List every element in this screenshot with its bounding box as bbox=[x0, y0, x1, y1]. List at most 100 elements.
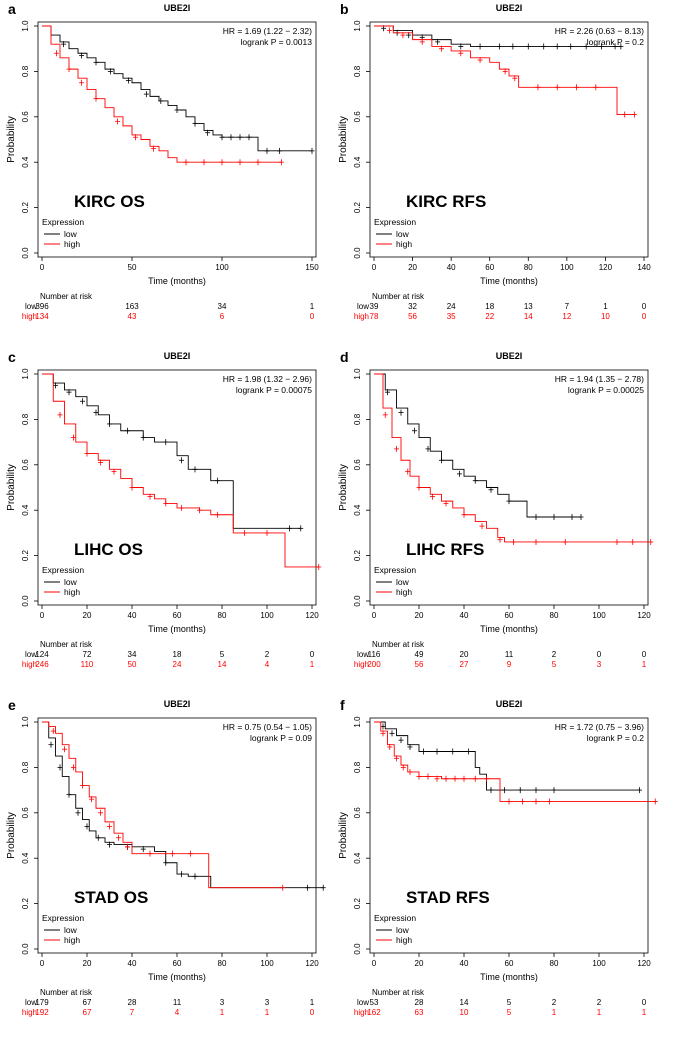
risk-row-label-low: low bbox=[25, 650, 37, 659]
y-tick-label: 1.0 bbox=[21, 716, 30, 728]
y-tick-label: 0.2 bbox=[21, 549, 30, 561]
risk-count: 22 bbox=[485, 312, 494, 321]
y-axis-label: Probability bbox=[338, 116, 349, 163]
risk-count: 9 bbox=[507, 660, 512, 669]
risk-count: 14 bbox=[524, 312, 533, 321]
y-tick-label: 0.4 bbox=[353, 852, 362, 864]
risk-count: 24 bbox=[447, 302, 456, 311]
x-tick-label: 40 bbox=[460, 611, 469, 620]
y-axis-label: Probability bbox=[6, 464, 17, 511]
risk-table-header: Number at risk bbox=[40, 292, 93, 301]
panel-letter: f bbox=[340, 697, 345, 713]
risk-row-label-low: low bbox=[357, 998, 369, 1007]
risk-table-header: Number at risk bbox=[40, 640, 93, 649]
risk-count: 53 bbox=[370, 998, 379, 1007]
risk-count: 67 bbox=[83, 1008, 92, 1017]
km-panel-b: b UBE2I 0.0 0.2 0.4 0.6 0.8 1.0 Probability 0 20 40… bbox=[338, 1, 651, 321]
x-tick-label: 20 bbox=[415, 611, 424, 620]
legend-label-high: high bbox=[396, 239, 412, 249]
risk-count: 5 bbox=[552, 660, 557, 669]
legend-label-high: high bbox=[64, 239, 80, 249]
y-tick-label: 0.8 bbox=[353, 761, 362, 773]
panel-letter: c bbox=[8, 349, 16, 365]
panel-letter: d bbox=[340, 349, 349, 365]
legend-label-low: low bbox=[64, 925, 78, 935]
risk-row-label-low: low bbox=[25, 302, 37, 311]
legend-title: Expression bbox=[42, 217, 84, 227]
y-tick-label: 0.6 bbox=[353, 111, 362, 123]
hazard-ratio-text: HR = 1.98 (1.32 − 2.96) bbox=[223, 374, 312, 384]
logrank-p-text: logrank P = 0.2 bbox=[587, 733, 645, 743]
x-axis-label: Time (months) bbox=[480, 624, 538, 634]
risk-count: 7 bbox=[130, 1008, 135, 1017]
y-tick-label: 0.2 bbox=[353, 549, 362, 561]
logrank-p-text: logrank P = 0.2 bbox=[587, 37, 645, 47]
logrank-p-text: logrank P = 0.00025 bbox=[568, 385, 644, 395]
risk-count: 14 bbox=[460, 998, 469, 1007]
y-tick-label: 0.0 bbox=[21, 943, 30, 955]
plot-frame bbox=[37, 21, 317, 258]
y-axis-label: Probability bbox=[6, 812, 17, 859]
risk-count: 14 bbox=[218, 660, 227, 669]
survival-curve-high bbox=[374, 25, 635, 115]
x-tick-label: 120 bbox=[637, 611, 651, 620]
x-tick-label: 80 bbox=[550, 611, 559, 620]
logrank-p-text: logrank P = 0.09 bbox=[250, 733, 312, 743]
y-tick-label: 1.0 bbox=[21, 20, 30, 32]
risk-count: 0 bbox=[642, 650, 647, 659]
x-tick-label: 120 bbox=[305, 611, 319, 620]
risk-count: 24 bbox=[173, 660, 182, 669]
risk-count: 179 bbox=[35, 998, 49, 1007]
survival-curve-high bbox=[374, 373, 651, 543]
risk-count: 13 bbox=[524, 302, 533, 311]
x-tick-label: 120 bbox=[305, 959, 319, 968]
survival-curve-high bbox=[42, 373, 319, 568]
risk-count: 56 bbox=[415, 660, 424, 669]
y-tick-label: 0.8 bbox=[21, 761, 30, 773]
x-tick-label: 20 bbox=[415, 959, 424, 968]
risk-count: 3 bbox=[597, 660, 602, 669]
risk-row-label-high: high bbox=[22, 1008, 37, 1017]
legend-label-high: high bbox=[396, 587, 412, 597]
y-tick-label: 0.4 bbox=[353, 504, 362, 516]
x-tick-label: 20 bbox=[83, 959, 92, 968]
risk-table-header: Number at risk bbox=[372, 292, 425, 301]
risk-row-label-low: low bbox=[357, 302, 369, 311]
risk-count: 2 bbox=[552, 998, 557, 1007]
risk-count: 5 bbox=[507, 998, 512, 1007]
risk-count: 63 bbox=[415, 1008, 424, 1017]
legend-label-low: low bbox=[64, 577, 78, 587]
survival-curve-low bbox=[42, 25, 312, 152]
risk-count: 0 bbox=[597, 650, 602, 659]
risk-count: 34 bbox=[218, 302, 227, 311]
risk-count: 20 bbox=[460, 650, 469, 659]
x-tick-label: 100 bbox=[592, 959, 606, 968]
legend-title: Expression bbox=[42, 565, 84, 575]
hazard-ratio-text: HR = 1.72 (0.75 − 3.96) bbox=[555, 722, 644, 732]
legend-title: Expression bbox=[374, 217, 416, 227]
cohort-label: STAD OS bbox=[74, 888, 148, 907]
x-tick-label: 60 bbox=[173, 611, 182, 620]
risk-count: 1 bbox=[603, 302, 608, 311]
legend-label-low: low bbox=[396, 925, 410, 935]
risk-count: 1 bbox=[552, 1008, 557, 1017]
risk-count: 0 bbox=[642, 312, 647, 321]
y-tick-label: 0.6 bbox=[353, 459, 362, 471]
x-tick-label: 60 bbox=[505, 959, 514, 968]
x-tick-label: 60 bbox=[505, 611, 514, 620]
risk-count: 110 bbox=[81, 660, 94, 669]
x-tick-label: 80 bbox=[218, 611, 227, 620]
y-tick-label: 0.6 bbox=[21, 459, 30, 471]
risk-count: 134 bbox=[35, 312, 49, 321]
risk-count: 6 bbox=[220, 312, 225, 321]
risk-row-label-high: high bbox=[354, 1008, 369, 1017]
x-tick-label: 150 bbox=[305, 263, 319, 272]
x-tick-label: 100 bbox=[260, 611, 274, 620]
x-axis-label: Time (months) bbox=[148, 972, 206, 982]
risk-table-header: Number at risk bbox=[40, 988, 93, 997]
risk-count: 0 bbox=[310, 650, 315, 659]
risk-count: 72 bbox=[83, 650, 92, 659]
x-tick-label: 20 bbox=[408, 263, 417, 272]
x-tick-label: 0 bbox=[40, 959, 45, 968]
